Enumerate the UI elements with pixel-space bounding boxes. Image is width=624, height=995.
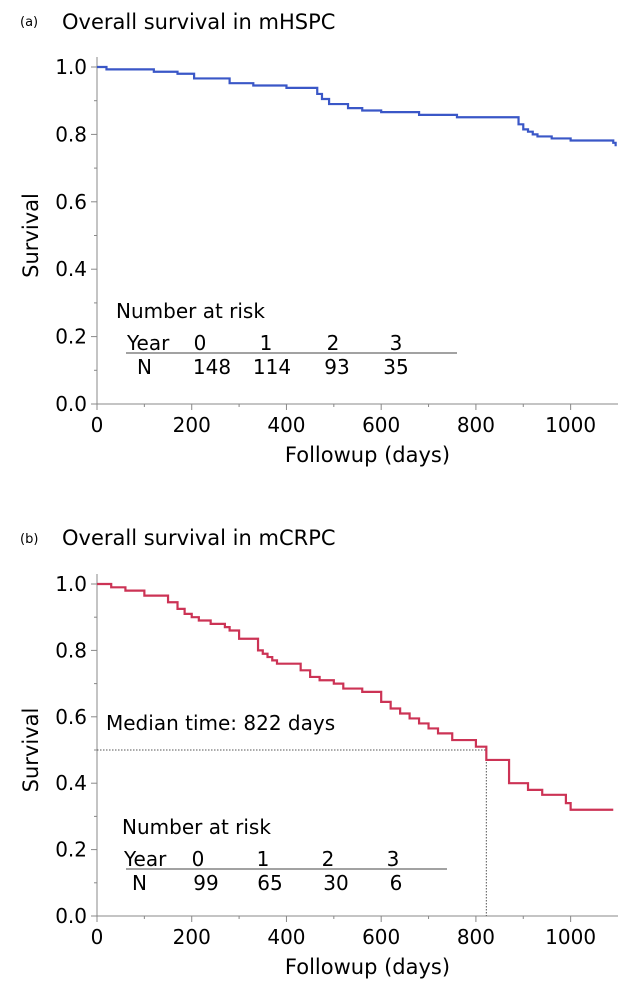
risk-table-year-label: Year xyxy=(123,847,167,871)
risk-table-count: 30 xyxy=(323,871,348,895)
risk-table-count: 6 xyxy=(390,871,403,895)
x-tick-label: 800 xyxy=(457,925,495,949)
y-tick-label: 0.4 xyxy=(55,257,87,281)
risk-table-n-label: N xyxy=(132,871,147,895)
x-tick-label: 1000 xyxy=(545,413,596,437)
survival-curve-0 xyxy=(97,582,614,811)
risk-table-heading: Number at risk xyxy=(116,299,265,323)
y-axis-title: Survival xyxy=(19,193,43,278)
y-tick-label: 0.6 xyxy=(55,190,87,214)
risk-table-count: 114 xyxy=(253,355,291,379)
x-tick-label: 1000 xyxy=(545,925,596,949)
risk-table-year: 3 xyxy=(390,331,403,355)
risk-table-year: 0 xyxy=(194,331,207,355)
risk-table-heading: Number at risk xyxy=(122,815,271,839)
risk-table-count: 65 xyxy=(257,871,282,895)
risk-table-year: 0 xyxy=(192,847,205,871)
risk-table-count: 93 xyxy=(324,355,349,379)
y-tick-label: 1.0 xyxy=(55,55,87,79)
x-tick-label: 200 xyxy=(173,925,211,949)
y-tick-label: 0.2 xyxy=(55,838,87,862)
risk-table-year: 2 xyxy=(322,847,335,871)
risk-table-year-label: Year xyxy=(126,331,170,355)
chart-title: Overall survival in mHSPC xyxy=(62,10,335,34)
y-tick-label: 0.8 xyxy=(55,122,87,146)
panel-letter: (b) xyxy=(20,532,38,547)
panel-letter: (a) xyxy=(20,15,38,30)
km-chart-mhspc: (a) Overall survival in mHSPC 0.0 0.2 0.4 0.6… xyxy=(0,0,624,497)
x-tick-label: 400 xyxy=(267,925,305,949)
risk-table-count: 99 xyxy=(193,871,218,895)
y-tick-label: 0.0 xyxy=(55,904,87,928)
x-tick-label: 600 xyxy=(362,413,400,437)
chart-title: Overall survival in mCRPC xyxy=(62,526,336,550)
x-tick-label: 600 xyxy=(362,925,400,949)
x-tick-label: 800 xyxy=(457,413,495,437)
risk-table-count: 148 xyxy=(193,355,231,379)
median-label: Median time: 822 days xyxy=(106,711,335,735)
km-chart-mcrpc-svg: (b) Overall survival in mCRPC 0.0 0.2 0.4 0.6… xyxy=(19,526,618,979)
x-tick-label: 0 xyxy=(91,925,104,949)
risk-table-year: 1 xyxy=(257,847,270,871)
km-chart-mhspc-svg: (a) Overall survival in mHSPC 0.0 0.2 0.4 0.6… xyxy=(19,10,618,467)
y-axis-title: Survival xyxy=(19,708,43,793)
x-axis-title: Followup (days) xyxy=(285,955,450,979)
survival-curve-0 xyxy=(97,65,617,147)
y-tick-label: 0.8 xyxy=(55,638,87,662)
x-tick-label: 400 xyxy=(267,413,305,437)
risk-table-count: 35 xyxy=(383,355,408,379)
y-tick-label: 0.4 xyxy=(55,771,87,795)
y-tick-label: 0.0 xyxy=(55,392,87,416)
y-tick-label: 0.2 xyxy=(55,325,87,349)
x-tick-label: 200 xyxy=(173,413,211,437)
x-tick-label: 0 xyxy=(91,413,104,437)
risk-table-year: 1 xyxy=(260,331,273,355)
y-tick-label: 0.6 xyxy=(55,705,87,729)
x-axis-title: Followup (days) xyxy=(285,443,450,467)
y-tick-label: 1.0 xyxy=(55,572,87,596)
risk-table-year: 3 xyxy=(387,847,400,871)
km-chart-mcrpc: (b) Overall survival in mCRPC 0.0 0.2 0.4 0.6… xyxy=(0,498,624,995)
risk-table-year: 2 xyxy=(327,331,340,355)
risk-table-n-label: N xyxy=(137,355,152,379)
